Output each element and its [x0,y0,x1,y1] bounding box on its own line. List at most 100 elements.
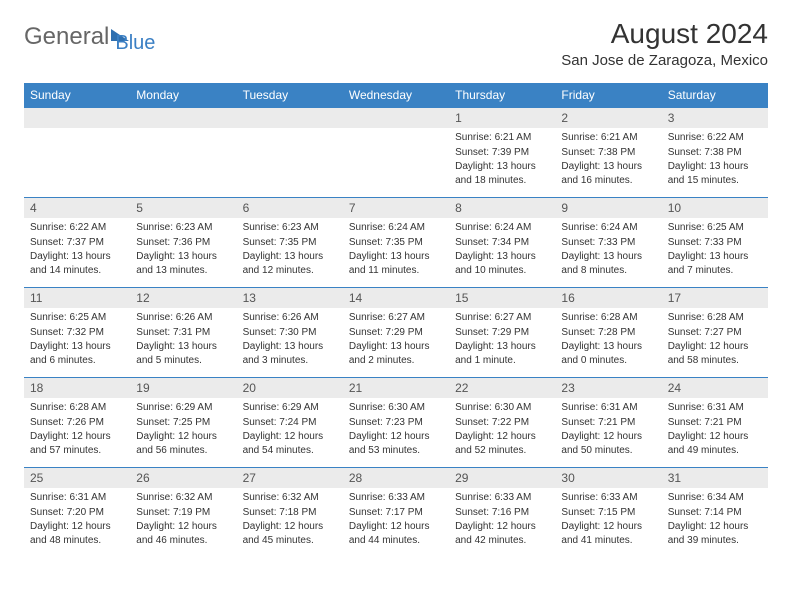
day-number: 25 [24,468,130,488]
month-title: August 2024 [561,18,768,50]
sunrise-line: Sunrise: 6:22 AM [30,221,124,235]
daylight-line: Daylight: 13 hours and 3 minutes. [243,340,337,367]
day-details: Sunrise: 6:31 AMSunset: 7:21 PMDaylight:… [662,398,768,462]
day-details: Sunrise: 6:29 AMSunset: 7:25 PMDaylight:… [130,398,236,462]
daylight-line: Daylight: 12 hours and 56 minutes. [136,430,230,457]
week-row: 11Sunrise: 6:25 AMSunset: 7:32 PMDayligh… [24,288,768,378]
day-cell: 31Sunrise: 6:34 AMSunset: 7:14 PMDayligh… [662,468,768,558]
day-cell: 18Sunrise: 6:28 AMSunset: 7:26 PMDayligh… [24,378,130,468]
sunrise-line: Sunrise: 6:28 AM [30,401,124,415]
daylight-line: Daylight: 12 hours and 44 minutes. [349,520,443,547]
day-number: 7 [343,198,449,218]
day-number: 9 [555,198,661,218]
sunrise-line: Sunrise: 6:23 AM [136,221,230,235]
calendar-head: SundayMondayTuesdayWednesdayThursdayFrid… [24,83,768,108]
daylight-line: Daylight: 13 hours and 7 minutes. [668,250,762,277]
day-number: 15 [449,288,555,308]
sunset-line: Sunset: 7:27 PM [668,326,762,340]
day-details: Sunrise: 6:26 AMSunset: 7:30 PMDaylight:… [237,308,343,372]
daylight-line: Daylight: 12 hours and 49 minutes. [668,430,762,457]
sunset-line: Sunset: 7:14 PM [668,506,762,520]
daylight-line: Daylight: 12 hours and 45 minutes. [243,520,337,547]
day-number: 30 [555,468,661,488]
daylight-line: Daylight: 12 hours and 48 minutes. [30,520,124,547]
day-cell: 1Sunrise: 6:21 AMSunset: 7:39 PMDaylight… [449,108,555,198]
day-cell: 12Sunrise: 6:26 AMSunset: 7:31 PMDayligh… [130,288,236,378]
day-cell: 22Sunrise: 6:30 AMSunset: 7:22 PMDayligh… [449,378,555,468]
sunrise-line: Sunrise: 6:29 AM [243,401,337,415]
day-cell: 27Sunrise: 6:32 AMSunset: 7:18 PMDayligh… [237,468,343,558]
sunset-line: Sunset: 7:35 PM [349,236,443,250]
sunrise-line: Sunrise: 6:24 AM [455,221,549,235]
day-cell: 24Sunrise: 6:31 AMSunset: 7:21 PMDayligh… [662,378,768,468]
daylight-line: Daylight: 13 hours and 8 minutes. [561,250,655,277]
daylight-line: Daylight: 13 hours and 14 minutes. [30,250,124,277]
daylight-line: Daylight: 13 hours and 5 minutes. [136,340,230,367]
day-cell: 7Sunrise: 6:24 AMSunset: 7:35 PMDaylight… [343,198,449,288]
sunset-line: Sunset: 7:28 PM [561,326,655,340]
calendar-table: SundayMondayTuesdayWednesdayThursdayFrid… [24,83,768,558]
day-cell [130,108,236,198]
daylight-line: Daylight: 13 hours and 2 minutes. [349,340,443,367]
day-header: Thursday [449,83,555,108]
week-row: 4Sunrise: 6:22 AMSunset: 7:37 PMDaylight… [24,198,768,288]
day-details: Sunrise: 6:23 AMSunset: 7:36 PMDaylight:… [130,218,236,282]
sunrise-line: Sunrise: 6:33 AM [561,491,655,505]
sunset-line: Sunset: 7:19 PM [136,506,230,520]
day-number: 27 [237,468,343,488]
sunrise-line: Sunrise: 6:21 AM [561,131,655,145]
day-details: Sunrise: 6:26 AMSunset: 7:31 PMDaylight:… [130,308,236,372]
day-number: 24 [662,378,768,398]
day-header: Tuesday [237,83,343,108]
day-number: 5 [130,198,236,218]
day-details: Sunrise: 6:23 AMSunset: 7:35 PMDaylight:… [237,218,343,282]
sunrise-line: Sunrise: 6:32 AM [243,491,337,505]
daylight-line: Daylight: 13 hours and 13 minutes. [136,250,230,277]
sunrise-line: Sunrise: 6:30 AM [349,401,443,415]
day-header-row: SundayMondayTuesdayWednesdayThursdayFrid… [24,83,768,108]
day-cell: 30Sunrise: 6:33 AMSunset: 7:15 PMDayligh… [555,468,661,558]
sunset-line: Sunset: 7:30 PM [243,326,337,340]
sunset-line: Sunset: 7:23 PM [349,416,443,430]
sunset-line: Sunset: 7:22 PM [455,416,549,430]
daylight-line: Daylight: 12 hours and 54 minutes. [243,430,337,457]
sunrise-line: Sunrise: 6:23 AM [243,221,337,235]
day-number: 16 [555,288,661,308]
sunset-line: Sunset: 7:38 PM [561,146,655,160]
day-details: Sunrise: 6:31 AMSunset: 7:20 PMDaylight:… [24,488,130,552]
day-details: Sunrise: 6:27 AMSunset: 7:29 PMDaylight:… [449,308,555,372]
day-header: Wednesday [343,83,449,108]
daylight-line: Daylight: 12 hours and 41 minutes. [561,520,655,547]
day-number-empty [24,108,130,128]
day-number: 3 [662,108,768,128]
sunrise-line: Sunrise: 6:25 AM [30,311,124,325]
day-details: Sunrise: 6:32 AMSunset: 7:18 PMDaylight:… [237,488,343,552]
day-header: Saturday [662,83,768,108]
sunset-line: Sunset: 7:37 PM [30,236,124,250]
sunrise-line: Sunrise: 6:32 AM [136,491,230,505]
day-details: Sunrise: 6:32 AMSunset: 7:19 PMDaylight:… [130,488,236,552]
sunrise-line: Sunrise: 6:33 AM [455,491,549,505]
day-cell [237,108,343,198]
sunrise-line: Sunrise: 6:26 AM [136,311,230,325]
day-cell: 23Sunrise: 6:31 AMSunset: 7:21 PMDayligh… [555,378,661,468]
sunrise-line: Sunrise: 6:28 AM [668,311,762,325]
sunrise-line: Sunrise: 6:33 AM [349,491,443,505]
day-cell [24,108,130,198]
day-details: Sunrise: 6:30 AMSunset: 7:23 PMDaylight:… [343,398,449,462]
day-cell: 13Sunrise: 6:26 AMSunset: 7:30 PMDayligh… [237,288,343,378]
day-number: 28 [343,468,449,488]
day-cell: 8Sunrise: 6:24 AMSunset: 7:34 PMDaylight… [449,198,555,288]
day-details: Sunrise: 6:31 AMSunset: 7:21 PMDaylight:… [555,398,661,462]
logo-text-2: Blue [115,32,155,55]
day-header: Sunday [24,83,130,108]
sunrise-line: Sunrise: 6:24 AM [349,221,443,235]
daylight-line: Daylight: 13 hours and 12 minutes. [243,250,337,277]
day-number: 8 [449,198,555,218]
week-row: 1Sunrise: 6:21 AMSunset: 7:39 PMDaylight… [24,108,768,198]
sunset-line: Sunset: 7:21 PM [668,416,762,430]
sunrise-line: Sunrise: 6:26 AM [243,311,337,325]
daylight-line: Daylight: 13 hours and 16 minutes. [561,160,655,187]
daylight-line: Daylight: 12 hours and 58 minutes. [668,340,762,367]
day-number: 6 [237,198,343,218]
